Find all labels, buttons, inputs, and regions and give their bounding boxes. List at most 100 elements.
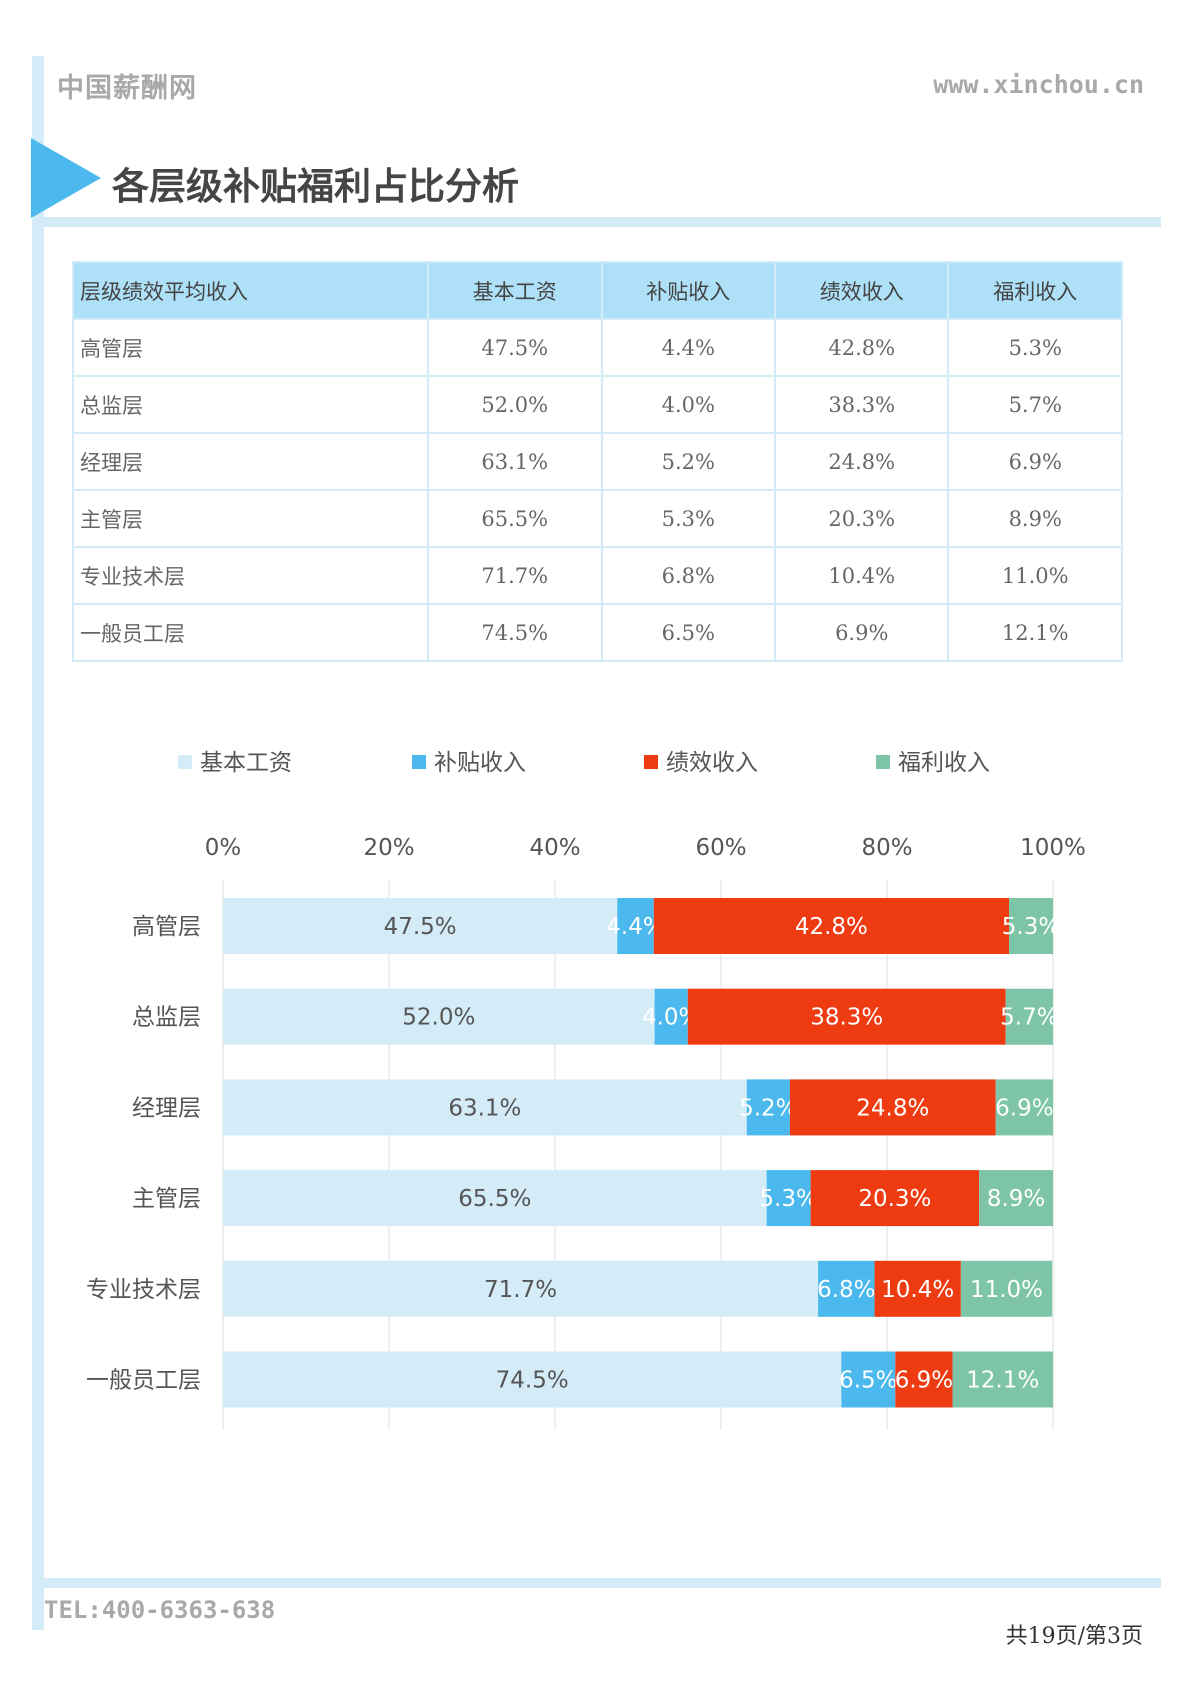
bar-segment xyxy=(841,1351,896,1408)
x-tick-label: 60% xyxy=(695,835,746,861)
legend-label: 福利收入 xyxy=(898,750,990,776)
table-cell: 5.3% xyxy=(947,318,1123,377)
table-row: 高管层 47.5% 4.4% 42.8% 5.3% xyxy=(71,318,1123,377)
brand-logo-text: 中国薪酬网 xyxy=(57,73,197,104)
data-label: 6.8% xyxy=(817,1277,875,1303)
table-row: 经理层 63.1% 5.2% 24.8% 6.9% xyxy=(71,432,1123,491)
x-tick-label: 40% xyxy=(529,835,580,861)
table-cell-level: 主管层 xyxy=(71,489,430,548)
legend-swatch xyxy=(412,755,426,769)
table-cell-level: 高管层 xyxy=(71,318,430,377)
x-tick-label: 100% xyxy=(1020,835,1086,861)
table-cell: 5.2% xyxy=(600,432,777,491)
data-label: 6.9% xyxy=(895,1368,953,1394)
data-label: 63.1% xyxy=(448,1095,521,1121)
table-row: 主管层 65.5% 5.3% 20.3% 8.9% xyxy=(71,489,1123,548)
bar-segment xyxy=(952,1351,1053,1408)
data-label: 5.3% xyxy=(759,1186,817,1212)
bar-segment xyxy=(223,988,655,1045)
bar-segment xyxy=(789,1079,996,1136)
data-label: 5.2% xyxy=(739,1095,797,1121)
table-cell: 5.7% xyxy=(947,375,1123,434)
data-label: 8.9% xyxy=(987,1186,1045,1212)
table-header-row: 层级绩效平均收入 基本工资 补贴收入 绩效收入 福利收入 xyxy=(71,261,1123,320)
table-header-cell: 基本工资 xyxy=(427,261,603,320)
bar-segment xyxy=(810,1170,980,1227)
bar-segment xyxy=(617,898,654,954)
table-cell-level: 专业技术层 xyxy=(71,546,430,605)
legend-label: 基本工资 xyxy=(200,750,292,776)
table-header-cell: 补贴收入 xyxy=(600,261,777,320)
table-cell: 4.4% xyxy=(600,318,777,377)
data-label: 65.5% xyxy=(458,1186,531,1212)
table-cell: 71.7% xyxy=(427,546,603,605)
bar-segment xyxy=(223,898,618,954)
bar-segment xyxy=(223,1079,747,1136)
data-label: 10.4% xyxy=(881,1277,954,1303)
table-cell: 8.9% xyxy=(947,489,1123,548)
page-title: 各层级补贴福利占比分析 xyxy=(112,165,519,208)
bar-segment xyxy=(653,898,1010,954)
table-cell: 63.1% xyxy=(427,432,603,491)
data-label: 71.7% xyxy=(484,1277,557,1303)
table-cell: 12.1% xyxy=(947,603,1123,662)
bar-segment xyxy=(995,1079,1053,1136)
bar-segment xyxy=(979,1170,1053,1227)
data-label: 74.5% xyxy=(496,1368,569,1394)
data-label: 38.3% xyxy=(810,1005,883,1031)
table-cell: 5.3% xyxy=(600,489,777,548)
table-row: 专业技术层 71.7% 6.8% 10.4% 11.0% xyxy=(71,546,1123,605)
table-header-cell: 绩效收入 xyxy=(773,261,950,320)
table-cell: 6.9% xyxy=(773,603,950,662)
bar-segment xyxy=(818,1260,875,1317)
data-label: 5.7% xyxy=(1000,1005,1058,1031)
category-label: 主管层 xyxy=(132,1186,201,1212)
category-label: 专业技术层 xyxy=(86,1277,201,1303)
table-cell: 74.5% xyxy=(427,603,603,662)
data-label: 24.8% xyxy=(856,1095,929,1121)
x-tick-label: 80% xyxy=(861,835,912,861)
table-cell: 10.4% xyxy=(773,546,950,605)
table-cell: 47.5% xyxy=(427,318,603,377)
table-cell: 65.5% xyxy=(427,489,603,548)
bar-segment xyxy=(766,1170,811,1227)
left-accent-bar xyxy=(32,56,44,1630)
telephone: TEL:400-6363-638 xyxy=(44,1596,276,1624)
bar-segment xyxy=(654,988,688,1045)
legend-label: 补贴收入 xyxy=(434,750,526,776)
bar-segment xyxy=(223,1260,819,1317)
table-cell: 42.8% xyxy=(773,318,950,377)
data-label: 11.0% xyxy=(970,1277,1043,1303)
footer-divider xyxy=(32,1578,1161,1588)
bar-segment xyxy=(960,1260,1053,1317)
income-table: 层级绩效平均收入 基本工资 补贴收入 绩效收入 福利收入 高管层 47.5% 4… xyxy=(71,261,1123,662)
category-label: 经理层 xyxy=(132,1095,201,1121)
site-url: www.xinchou.cn xyxy=(933,70,1144,99)
table-cell: 6.5% xyxy=(600,603,777,662)
data-label: 52.0% xyxy=(402,1005,475,1031)
data-label: 6.5% xyxy=(839,1368,897,1394)
table-row: 一般员工层 74.5% 6.5% 6.9% 12.1% xyxy=(71,603,1123,662)
category-label: 一般员工层 xyxy=(86,1368,201,1394)
table-cell: 24.8% xyxy=(773,432,950,491)
category-label: 高管层 xyxy=(132,914,201,940)
legend-swatch xyxy=(644,755,658,769)
bar-segment xyxy=(223,1170,767,1227)
data-label: 47.5% xyxy=(384,914,457,940)
title-divider xyxy=(32,217,1161,227)
bar-segment xyxy=(1005,988,1053,1045)
legend-swatch xyxy=(876,755,890,769)
x-tick-label: 0% xyxy=(205,835,242,861)
table-cell: 4.0% xyxy=(600,375,777,434)
table-cell: 38.3% xyxy=(773,375,950,434)
legend-swatch xyxy=(178,755,192,769)
bar-segment xyxy=(223,1351,842,1408)
table-cell: 20.3% xyxy=(773,489,950,548)
table-cell-level: 总监层 xyxy=(71,375,430,434)
table-cell: 52.0% xyxy=(427,375,603,434)
table-header-cell: 福利收入 xyxy=(947,261,1123,320)
data-label: 20.3% xyxy=(858,1186,931,1212)
table-header-cell: 层级绩效平均收入 xyxy=(71,261,430,320)
bar-segment xyxy=(874,1260,961,1317)
